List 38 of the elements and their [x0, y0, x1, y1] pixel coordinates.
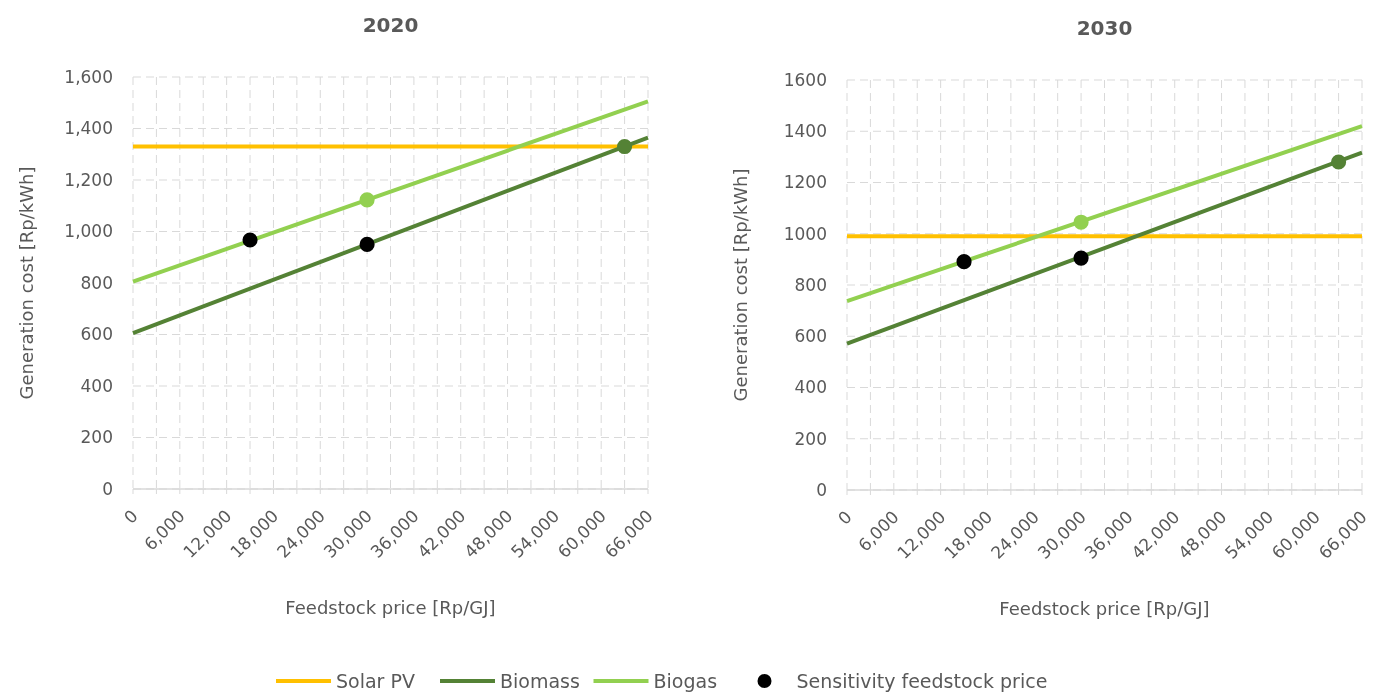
legend-label: Biomass: [500, 669, 580, 692]
y-tick-label: 800: [794, 274, 827, 295]
point: [1331, 154, 1347, 170]
y-tick-label: 400: [794, 377, 827, 398]
point: [1073, 214, 1089, 230]
y-tick-label: 800: [80, 272, 113, 293]
x-axis-title: Feedstock price [Rp/GJ]: [999, 598, 1210, 619]
y-tick-label: 1000: [783, 223, 827, 244]
legend-label: Biogas: [653, 669, 718, 692]
y-tick-label: 0: [102, 478, 113, 499]
legend-label: Sensitivity feedstock price: [796, 669, 1048, 692]
y-tick-label: 1,600: [64, 66, 113, 87]
y-tick-label: 0: [816, 479, 827, 500]
point: [359, 236, 375, 252]
y-tick-label: 600: [794, 326, 827, 347]
legend-label: Solar PV: [336, 669, 415, 692]
x-tick-label: 0: [120, 505, 142, 528]
point: [1073, 250, 1089, 266]
y-tick-label: 200: [80, 427, 113, 448]
chart-title: 2020: [362, 13, 419, 37]
y-tick-label: 1400: [783, 121, 827, 142]
chart-title: 2030: [1076, 16, 1133, 40]
y-tick-label: 1600: [783, 69, 827, 90]
y-tick-label: 200: [794, 428, 827, 449]
point: [956, 254, 972, 270]
y-tick-label: 1,000: [64, 221, 113, 242]
point: [359, 192, 375, 208]
x-axis-title: Feedstock price [Rp/GJ]: [285, 597, 496, 618]
y-tick-label: 600: [80, 324, 113, 345]
y-tick-label: 1,400: [64, 118, 113, 139]
y-tick-label: 1,200: [64, 169, 113, 190]
y-tick-label: 1200: [783, 172, 827, 193]
y-axis-title: Generation cost [Rp/kWh]: [730, 168, 751, 402]
y-tick-label: 400: [80, 375, 113, 396]
point: [242, 232, 258, 248]
x-tick-label: 0: [834, 506, 856, 529]
y-axis-title: Generation cost [Rp/kWh]: [16, 166, 37, 400]
point: [617, 138, 633, 155]
